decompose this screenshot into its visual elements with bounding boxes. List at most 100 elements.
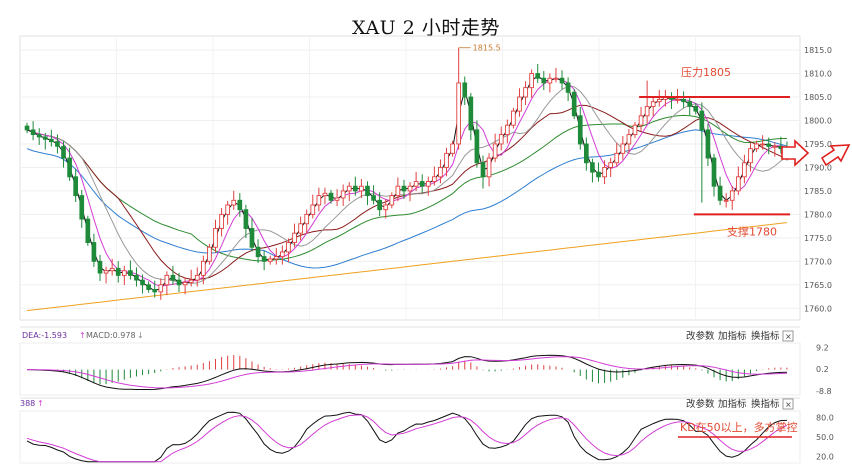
candle-body [340,190,346,199]
resistance-label: 压力1805 [681,66,731,79]
ma-blue-line [26,129,788,269]
candle-body [590,162,595,173]
candle-body [371,195,376,201]
ma-gold-line [26,222,788,312]
candle-body [717,185,723,201]
candle-body [36,134,42,138]
macd-up-arrow-icon: ↑ [79,331,86,340]
candle-body [383,204,389,211]
candle-body [705,129,711,159]
candle-body [760,143,765,146]
candle-body [128,270,133,276]
candle-body [55,141,60,147]
candle-body [286,242,291,253]
candle-body [207,246,212,262]
right-arrow-icon [781,139,810,167]
kd-label: 388 [20,399,35,408]
macd-swap-indicator-button[interactable]: 换指标 [751,330,780,342]
candle-body [401,185,407,192]
candle-body [267,258,273,262]
candle-body [626,134,632,145]
candle-body [219,213,224,229]
candle-body [577,115,583,145]
price-tick-label: 1780.0 [804,210,832,219]
candle-body [237,199,243,211]
macd-tick-label: -8.8 [816,387,832,396]
candle-body [523,87,528,98]
candle-body [30,129,36,136]
candle-body [432,176,437,182]
macd-close-button[interactable] [782,330,794,342]
kd-axis: 80.0 50.0 20.0 [816,414,834,462]
candle-body [438,166,443,178]
candle-body [49,138,54,143]
candle-body [346,185,352,192]
macd-lines [26,354,788,390]
candle-body [292,232,297,243]
candle-body [67,157,72,178]
ma-fast-line [26,75,788,292]
candle-body [614,152,620,164]
candle-body [656,98,662,103]
candle-body [249,228,255,248]
ma-gray-line [26,85,788,284]
price-tick-label: 1815.0 [804,46,832,55]
high-label: 1815.5 [473,44,501,53]
kd-add-indicator-button[interactable]: 加指标 [718,398,747,410]
candle-body [766,143,772,147]
candle-body [24,125,30,131]
macd-tick-label: 0.2 [816,365,829,374]
macd-change-params-button[interactable]: 改参数 [686,330,715,342]
price-tick-label: 1810.0 [804,70,832,79]
kd-d-line [26,414,788,463]
price-grid [20,36,800,320]
kd-k-line [26,411,788,463]
kd-swap-indicator-button[interactable]: 换指标 [751,398,780,410]
candle-body [407,185,413,192]
ma-pink-line [26,77,788,287]
candle-body [632,124,638,136]
candle-body [213,228,218,248]
candle-body [359,185,364,192]
candle-body [103,270,109,274]
kd-change-params-button[interactable]: 改参数 [686,398,715,410]
kd-annotation: KD在50以上，多方掌控 [680,420,798,434]
candle-body [322,192,328,197]
macd-add-indicator-button[interactable]: 加指标 [718,330,747,342]
candle-body [541,77,547,84]
support-label: 支撑1780 [727,225,777,239]
macd-panel-frame [19,342,801,396]
kd-close-button[interactable] [782,398,794,410]
candle-body [693,105,699,112]
candle-body [328,192,334,201]
candle-body [134,274,139,281]
candle-body [742,162,747,178]
price-panel: 1815.0 1810.0 1805.0 1800.0 1795.0 1790.0 1785… [19,35,851,321]
candle-body [377,199,382,211]
candle-body [97,260,103,274]
candle-body [468,96,474,131]
price-tick-label: 1785.0 [804,187,832,196]
candle-body [413,181,419,187]
candle-body [723,199,729,202]
candle-body [638,115,644,126]
candle-body [395,185,401,197]
candle-body [225,204,230,215]
macd-histogram [32,355,788,385]
price-tick-label: 1795.0 [804,140,832,149]
candle-body [492,143,498,159]
candle-body [176,279,182,286]
candle-body [735,176,741,192]
candle-body [504,124,510,136]
candle-body [535,73,541,79]
candle-body [486,157,492,178]
candle-body [456,82,462,145]
kd-lines [26,411,788,463]
candle-body [170,274,176,281]
candle-body [280,251,285,258]
candle-body [109,267,115,272]
candle-body [711,157,717,187]
candle-body [650,101,656,107]
moving-averages [26,75,788,312]
